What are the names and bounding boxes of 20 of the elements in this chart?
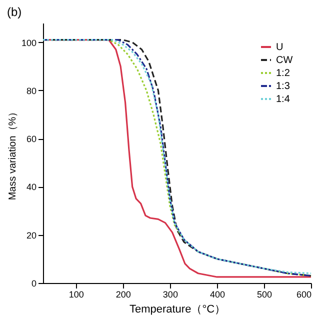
x-tick-label: 100	[68, 290, 84, 300]
x-tick-label: 200	[116, 290, 131, 300]
x-tick-label: 400	[210, 290, 225, 300]
legend-label: 1:2	[276, 68, 290, 79]
legend-label: 1:3	[276, 81, 290, 92]
y-axis-title: Mass variation（%）	[7, 106, 18, 200]
y-tick-label: 60	[26, 134, 36, 144]
legend-label: 1:4	[276, 94, 290, 105]
chart-title: (b)	[6, 5, 22, 19]
legend-label: CW	[276, 55, 294, 66]
x-tick-label: 300	[162, 290, 178, 300]
y-tick-label: 80	[26, 86, 36, 96]
y-tick-label: 20	[26, 230, 36, 240]
y-tick-label: 0	[31, 278, 36, 288]
x-tick-label: 500	[256, 290, 272, 300]
y-tick-label: 100	[21, 38, 36, 48]
y-tick-label: 40	[26, 182, 36, 192]
x-axis-title: Temperature（°C）	[129, 304, 226, 316]
x-tick-label: 600	[296, 290, 312, 300]
legend-label: U	[276, 42, 284, 53]
